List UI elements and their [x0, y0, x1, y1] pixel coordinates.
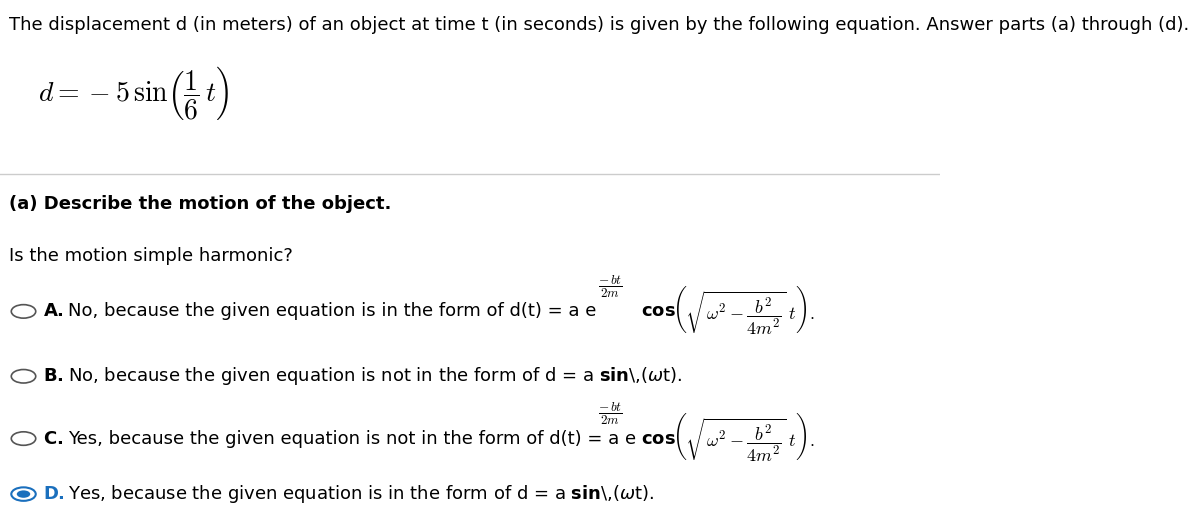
- Text: $\mathbf{C.}$: $\mathbf{C.}$: [43, 430, 64, 447]
- Text: $\mathbf{cos}$: $\mathbf{cos}$: [641, 430, 676, 447]
- Text: No, because the given equation is not in the form of d = a $\mathbf{sin}$\,($\om: No, because the given equation is not in…: [67, 365, 683, 387]
- Text: $\dfrac{-\,bt}{2m}$: $\dfrac{-\,bt}{2m}$: [598, 401, 623, 427]
- Text: $\mathbf{D.}$: $\mathbf{D.}$: [43, 485, 65, 503]
- Text: Is the motion simple harmonic?: Is the motion simple harmonic?: [10, 247, 293, 265]
- Text: $\mathbf{A.}$: $\mathbf{A.}$: [43, 303, 64, 320]
- Text: No, because the given equation is in the form of d(t) = a e: No, because the given equation is in the…: [67, 303, 596, 320]
- Text: The displacement d (in meters) of an object at time t (in seconds) is given by t: The displacement d (in meters) of an obj…: [10, 16, 1189, 34]
- Text: Yes, because the given equation is in the form of d = a $\mathbf{sin}$\,($\omega: Yes, because the given equation is in th…: [67, 483, 654, 505]
- Text: $\dfrac{-\,bt}{2m}$: $\dfrac{-\,bt}{2m}$: [598, 274, 623, 300]
- Text: $\left(\sqrt{\omega^2 - \dfrac{b^2}{4m^2}}\;t\right).$: $\left(\sqrt{\omega^2 - \dfrac{b^2}{4m^2…: [672, 285, 815, 337]
- Text: $\left(\sqrt{\omega^2 - \dfrac{b^2}{4m^2}}\;t\right).$: $\left(\sqrt{\omega^2 - \dfrac{b^2}{4m^2…: [672, 413, 815, 465]
- Text: $\mathbf{B.}$: $\mathbf{B.}$: [43, 367, 64, 385]
- Text: Yes, because the given equation is not in the form of d(t) = a e: Yes, because the given equation is not i…: [67, 430, 636, 447]
- Text: $d = -5\,\sin\!\left(\dfrac{1}{6}\,t\right)$: $d = -5\,\sin\!\left(\dfrac{1}{6}\,t\rig…: [37, 64, 228, 122]
- Text: $\mathbf{cos}$: $\mathbf{cos}$: [641, 303, 676, 320]
- Circle shape: [17, 490, 30, 498]
- Text: (a) Describe the motion of the object.: (a) Describe the motion of the object.: [10, 195, 391, 213]
